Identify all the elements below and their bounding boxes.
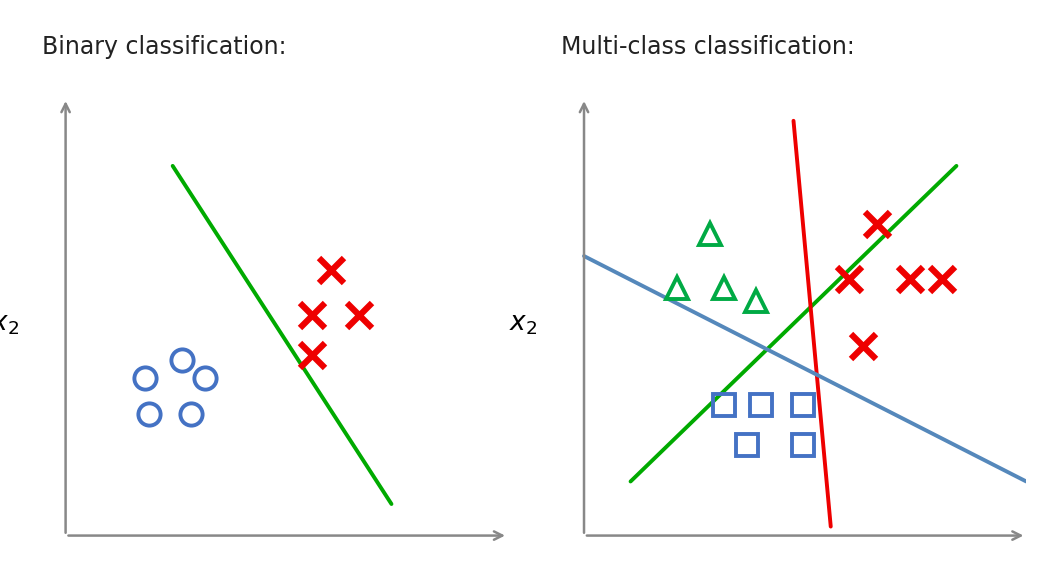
Text: Binary classification:: Binary classification: <box>42 35 287 59</box>
Text: Multi-class classification:: Multi-class classification: <box>561 35 855 59</box>
Text: $x_2$: $x_2$ <box>509 311 537 336</box>
Text: $x_2$: $x_2$ <box>0 311 19 336</box>
